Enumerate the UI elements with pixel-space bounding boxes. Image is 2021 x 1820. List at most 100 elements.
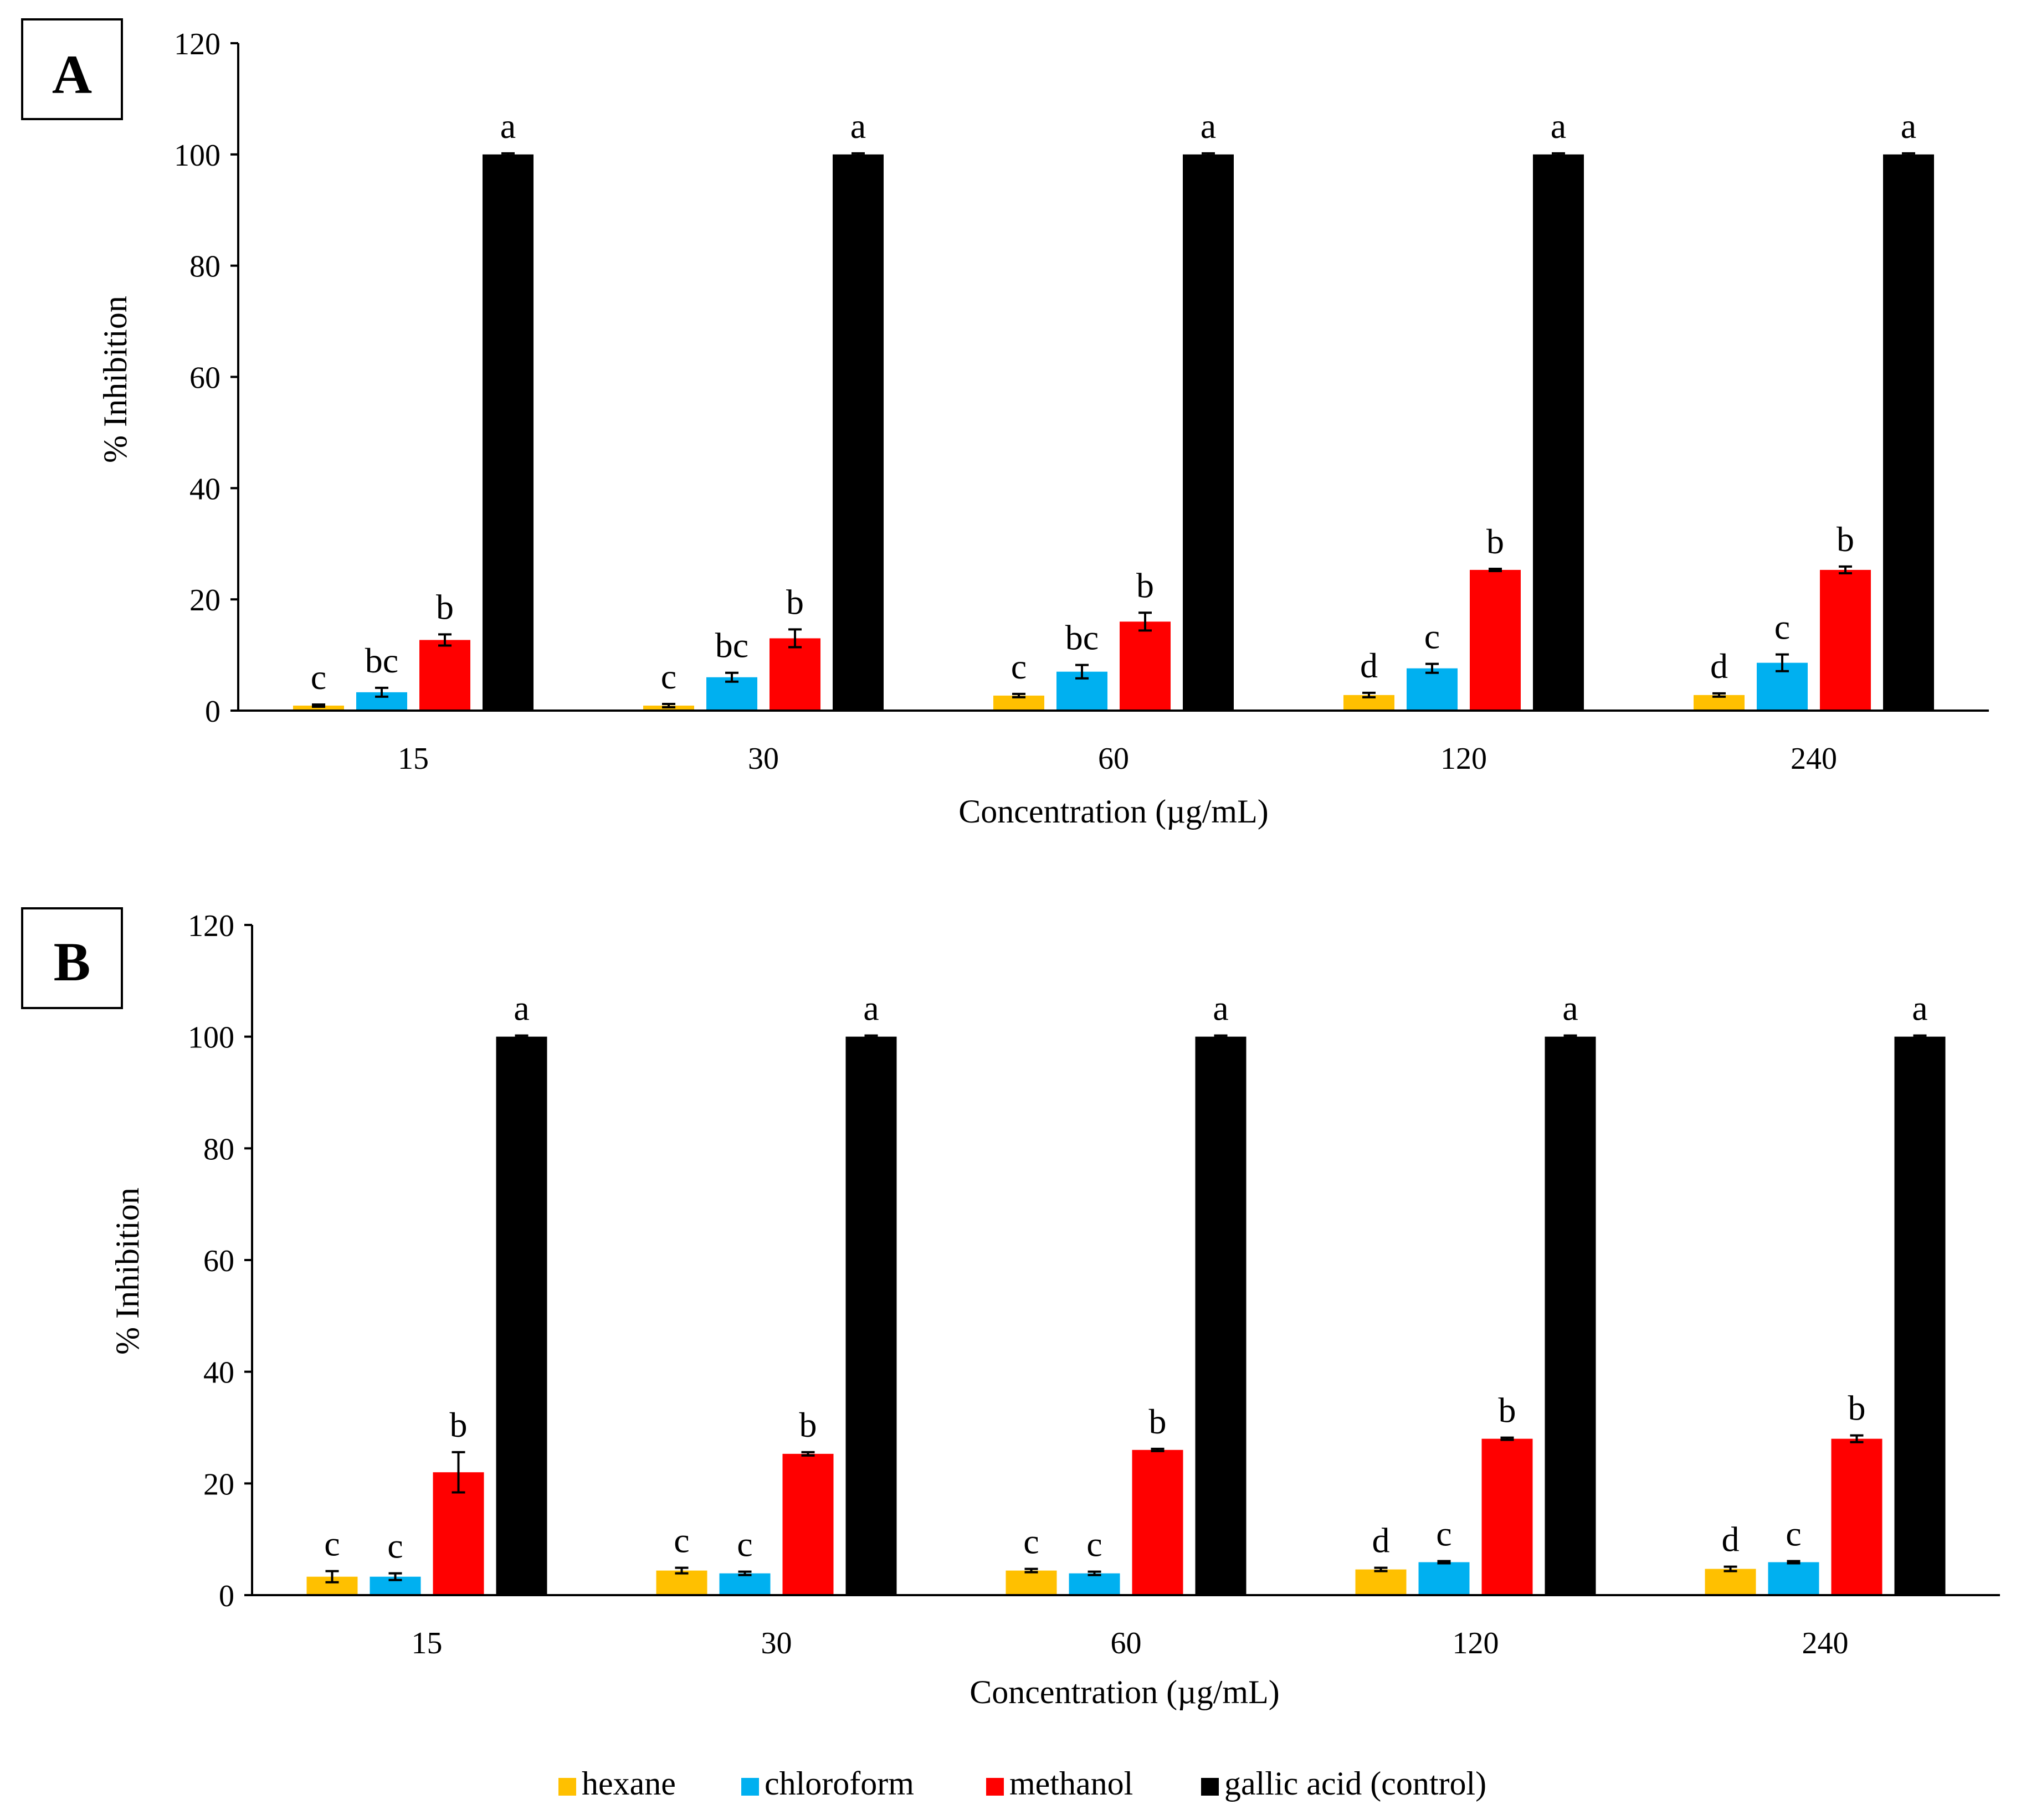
significance-letter: d bbox=[1372, 1521, 1390, 1560]
error-bar bbox=[1214, 1034, 1228, 1039]
x-tick-label: 30 bbox=[761, 1626, 792, 1660]
error-bar bbox=[1712, 692, 1726, 698]
error-bar bbox=[1437, 1560, 1451, 1565]
x-tick-label: 15 bbox=[412, 1626, 443, 1660]
bar-methanol bbox=[419, 640, 470, 711]
y-tick-label: 80 bbox=[189, 250, 220, 284]
significance-letter: a bbox=[850, 106, 866, 146]
bar-chloroform bbox=[706, 677, 757, 711]
significance-letter: a bbox=[1912, 989, 1927, 1028]
legend-swatch-hexane bbox=[558, 1778, 576, 1796]
legend-label: methanol bbox=[1009, 1765, 1133, 1802]
bar-chloroform bbox=[1418, 1562, 1470, 1595]
bar-gallic-acid bbox=[1894, 1036, 1946, 1595]
y-tick-label: 60 bbox=[189, 361, 220, 395]
bar-methanol bbox=[770, 638, 820, 711]
error-bar bbox=[1374, 1566, 1388, 1572]
x-axis-label: Concentration (µg/mL) bbox=[958, 793, 1268, 830]
error-bar bbox=[662, 702, 675, 708]
x-tick-label: 120 bbox=[1440, 742, 1487, 776]
error-bar bbox=[1075, 664, 1089, 680]
significance-letter: c bbox=[737, 1525, 752, 1564]
legend-item-chloroform: chloroform bbox=[741, 1765, 914, 1802]
error-bar bbox=[312, 703, 325, 708]
bar-chloroform bbox=[1069, 1573, 1120, 1595]
x-axis-label: Concentration (µg/mL) bbox=[970, 1674, 1279, 1710]
significance-letter: c bbox=[1424, 617, 1440, 656]
error-bar bbox=[452, 1451, 465, 1494]
legend-label: gallic acid (control) bbox=[1224, 1765, 1486, 1802]
error-bar bbox=[325, 1570, 339, 1583]
bar-gallic-acid bbox=[1545, 1036, 1596, 1595]
significance-letter: c bbox=[674, 1521, 689, 1560]
significance-letter: b bbox=[799, 1405, 817, 1444]
significance-letter: a bbox=[1901, 106, 1916, 146]
legend-label: chloroform bbox=[765, 1765, 914, 1802]
panel-label: B bbox=[54, 931, 91, 993]
error-bar bbox=[1902, 152, 1915, 157]
bar-gallic-acid bbox=[1533, 154, 1584, 711]
significance-letter: a bbox=[1551, 106, 1566, 146]
y-tick-label: 120 bbox=[188, 909, 234, 943]
x-tick-label: 240 bbox=[1802, 1626, 1849, 1660]
legend-item-gallic-acid: gallic acid (control) bbox=[1201, 1765, 1486, 1802]
panel-label: A bbox=[52, 44, 92, 105]
error-bar bbox=[1850, 1434, 1864, 1443]
significance-letter: c bbox=[311, 657, 326, 697]
bar-methanol bbox=[1470, 569, 1521, 711]
error-bar bbox=[1913, 1034, 1927, 1039]
error-bar bbox=[1724, 1565, 1737, 1572]
error-bar bbox=[515, 1034, 529, 1039]
y-axis-label: % Inhibition bbox=[109, 1187, 146, 1355]
error-bar bbox=[1500, 1436, 1514, 1441]
error-bar bbox=[852, 152, 865, 157]
error-bar bbox=[501, 152, 515, 157]
significance-letter: b bbox=[1499, 1391, 1516, 1430]
bar-methanol bbox=[1481, 1438, 1533, 1595]
panel-label-box bbox=[21, 18, 123, 120]
bar-gallic-acid bbox=[845, 1036, 897, 1595]
significance-letter: a bbox=[863, 989, 879, 1028]
significance-letter: c bbox=[1774, 608, 1790, 647]
legend-label: hexane bbox=[582, 1765, 676, 1802]
bar-methanol bbox=[1820, 569, 1871, 711]
significance-letter: b bbox=[450, 1405, 468, 1444]
bar-hexane bbox=[293, 705, 344, 711]
significance-letter: c bbox=[1011, 647, 1027, 686]
y-tick-label: 120 bbox=[174, 27, 220, 61]
significance-letter: b bbox=[436, 587, 454, 626]
significance-letter: c bbox=[1086, 1525, 1102, 1564]
significance-letter: d bbox=[1722, 1520, 1740, 1559]
significance-letter: b bbox=[1837, 520, 1854, 559]
bar-gallic-acid bbox=[1195, 1036, 1247, 1595]
bar-gallic-acid bbox=[483, 154, 534, 711]
error-bar bbox=[1024, 1567, 1038, 1574]
x-tick-label: 30 bbox=[748, 742, 779, 776]
error-bar bbox=[438, 633, 452, 647]
bar-gallic-acid bbox=[496, 1036, 547, 1595]
significance-letter: b bbox=[1136, 565, 1154, 605]
error-bar bbox=[388, 1572, 402, 1581]
legend-swatch-chloroform bbox=[741, 1778, 759, 1796]
error-bar bbox=[738, 1570, 752, 1576]
y-axis-label: % Inhibition bbox=[97, 296, 134, 463]
error-bar bbox=[864, 1034, 878, 1039]
y-tick-label: 20 bbox=[203, 1467, 234, 1502]
bar-gallic-acid bbox=[833, 154, 884, 711]
bar-chloroform bbox=[1768, 1562, 1819, 1595]
y-tick-label: 100 bbox=[188, 1021, 234, 1055]
significance-letter: c bbox=[1023, 1522, 1039, 1561]
significance-letter: a bbox=[500, 106, 516, 146]
legend: hexane chloroform methanol gallic acid (… bbox=[558, 1765, 1486, 1802]
bar-chloroform bbox=[719, 1573, 771, 1595]
bar-hexane bbox=[1705, 1569, 1756, 1595]
error-bar bbox=[1425, 662, 1439, 674]
significance-letter: c bbox=[324, 1524, 340, 1564]
x-tick-label: 120 bbox=[1453, 1626, 1499, 1660]
error-bar bbox=[1138, 611, 1152, 632]
y-tick-label: 80 bbox=[203, 1132, 234, 1166]
y-tick-label: 60 bbox=[203, 1244, 234, 1278]
error-bar bbox=[675, 1566, 689, 1575]
legend-swatch-gallic-acid bbox=[1201, 1778, 1219, 1796]
